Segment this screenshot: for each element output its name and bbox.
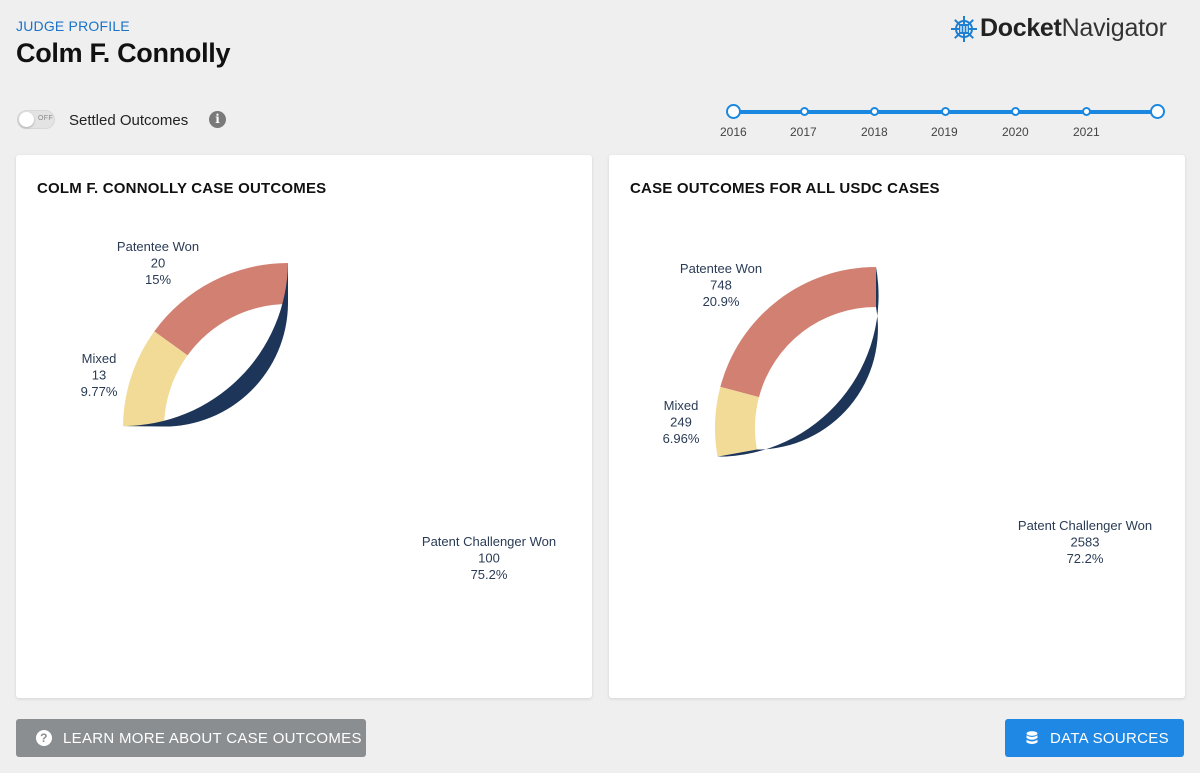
info-icon[interactable]: i bbox=[209, 111, 226, 128]
slider-handle-end[interactable] bbox=[1150, 104, 1165, 119]
donut-slice-patent-challenger-won[interactable] bbox=[123, 263, 288, 427]
year-label[interactable]: 2017 bbox=[790, 125, 817, 139]
page-title: Colm F. Connolly bbox=[16, 38, 231, 68]
slice-label-patentee-won: Patentee Won 20 15% bbox=[117, 239, 199, 287]
ship-wheel-icon bbox=[951, 15, 977, 42]
year-label[interactable]: 2021 bbox=[1073, 125, 1100, 139]
question-icon: ? bbox=[36, 730, 52, 746]
learn-more-button[interactable]: ? LEARN MORE ABOUT CASE OUTCOMES bbox=[16, 719, 366, 757]
donut-slice-patent-challenger-won[interactable] bbox=[717, 267, 879, 457]
year-label[interactable]: 2018 bbox=[861, 125, 888, 139]
chart-title: CASE OUTCOMES FOR ALL USDC CASES bbox=[630, 180, 940, 197]
slider-tick[interactable] bbox=[1082, 107, 1091, 116]
settled-outcomes-label: Settled Outcomes bbox=[69, 112, 189, 129]
usdc-outcomes-card: CASE OUTCOMES FOR ALL USDC CASES Patente… bbox=[609, 155, 1185, 698]
slider-tick[interactable] bbox=[800, 107, 809, 116]
slider-handle-start[interactable] bbox=[726, 104, 741, 119]
slider-tick[interactable] bbox=[1011, 107, 1020, 116]
page-kicker: JUDGE PROFILE bbox=[16, 18, 130, 34]
year-label[interactable]: 2016 bbox=[720, 125, 747, 139]
donut-slice-mixed[interactable] bbox=[715, 386, 760, 457]
learn-more-label: LEARN MORE ABOUT CASE OUTCOMES bbox=[63, 729, 362, 747]
logo-text: DocketNavigator bbox=[980, 14, 1167, 42]
toggle-state-text: OFF bbox=[38, 115, 53, 122]
settled-outcomes-toggle[interactable]: OFF bbox=[17, 110, 55, 129]
judge-outcomes-card: COLM F. CONNOLLY CASE OUTCOMES Patentee … bbox=[16, 155, 592, 698]
docket-navigator-logo[interactable]: DocketNavigator bbox=[950, 14, 1167, 43]
slice-label-patent-challenger-won: Patent Challenger Won 100 75.2% bbox=[422, 534, 556, 582]
slice-label-mixed: Mixed 249 6.96% bbox=[663, 398, 700, 446]
slice-label-patentee-won: Patentee Won 748 20.9% bbox=[680, 261, 762, 309]
usdc-outcomes-donut-chart: Patentee Won 748 20.9% Mixed 249 6.96% Patent … bbox=[663, 261, 1153, 566]
slider-tick[interactable] bbox=[870, 107, 879, 116]
database-icon bbox=[1026, 731, 1038, 745]
data-sources-button[interactable]: DATA SOURCES bbox=[1005, 719, 1184, 757]
toggle-knob bbox=[19, 112, 34, 127]
donut-slice-patentee-won[interactable] bbox=[720, 267, 876, 398]
year-label[interactable]: 2020 bbox=[1002, 125, 1029, 139]
chart-title: COLM F. CONNOLLY CASE OUTCOMES bbox=[37, 180, 327, 197]
donut-slice-patentee-won[interactable] bbox=[154, 263, 288, 356]
slider-tick[interactable] bbox=[941, 107, 950, 116]
donut-slice-mixed[interactable] bbox=[123, 331, 188, 427]
judge-outcomes-donut-chart: Patentee Won 20 15% Mixed 13 9.77% Patent Chal… bbox=[81, 239, 557, 582]
slice-label-mixed: Mixed 13 9.77% bbox=[81, 351, 118, 399]
year-label[interactable]: 2019 bbox=[931, 125, 958, 139]
slice-label-patent-challenger-won: Patent Challenger Won 2583 72.2% bbox=[1018, 518, 1152, 566]
data-sources-label: DATA SOURCES bbox=[1050, 729, 1169, 747]
year-range-slider[interactable]: 2016 2017 2018 2019 2020 2021 bbox=[720, 100, 1180, 144]
